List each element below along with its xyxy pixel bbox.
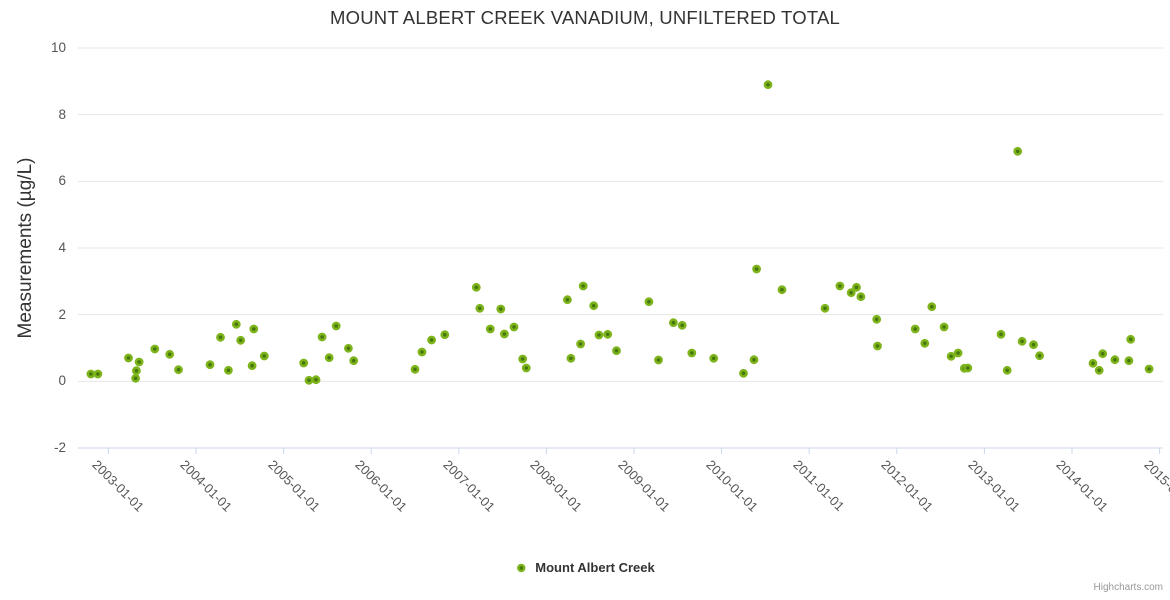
data-point[interactable] <box>249 324 259 334</box>
data-point[interactable] <box>1017 336 1027 346</box>
data-point[interactable] <box>777 285 787 295</box>
data-point[interactable] <box>410 364 420 374</box>
data-point[interactable] <box>124 353 133 363</box>
data-point[interactable] <box>677 320 687 330</box>
data-point[interactable] <box>603 329 613 339</box>
data-point[interactable] <box>654 355 663 365</box>
data-point[interactable] <box>131 373 140 383</box>
data-point[interactable] <box>594 330 604 340</box>
data-point[interactable] <box>763 80 773 90</box>
y-axis-tick-label: 0 <box>58 373 66 389</box>
data-point[interactable] <box>953 348 963 358</box>
legend-item[interactable]: Mount Albert Creek <box>515 560 655 575</box>
data-point[interactable] <box>521 363 531 373</box>
data-point[interactable] <box>820 303 830 313</box>
data-point[interactable] <box>216 332 225 342</box>
data-point[interactable] <box>612 346 621 356</box>
data-point[interactable] <box>299 358 309 368</box>
data-point[interactable] <box>996 329 1006 339</box>
y-axis-tick-label: 10 <box>50 40 66 55</box>
data-point[interactable] <box>709 353 719 363</box>
data-point[interactable] <box>566 353 576 363</box>
data-point[interactable] <box>1035 351 1044 361</box>
data-point[interactable] <box>417 347 427 357</box>
data-point[interactable] <box>1126 334 1136 344</box>
data-point[interactable] <box>856 292 866 302</box>
data-point[interactable] <box>471 282 481 292</box>
data-point[interactable] <box>236 335 246 345</box>
data-point[interactable] <box>1013 146 1023 156</box>
data-point[interactable] <box>563 295 572 305</box>
data-point[interactable] <box>496 304 506 314</box>
data-point[interactable] <box>205 360 215 370</box>
data-point[interactable] <box>576 339 585 349</box>
chart-title: MOUNT ALBERT CREEK VANADIUM, UNFILTERED … <box>330 7 840 28</box>
data-point[interactable] <box>86 369 96 379</box>
data-point[interactable] <box>946 351 956 361</box>
data-point[interactable] <box>963 363 973 373</box>
data-point[interactable] <box>669 318 678 328</box>
data-point[interactable] <box>349 356 359 366</box>
data-point[interactable] <box>485 324 495 334</box>
data-point[interactable] <box>920 338 930 348</box>
data-point[interactable] <box>1098 349 1108 359</box>
data-point[interactable] <box>927 302 937 312</box>
highcharts-credits-link[interactable]: Highcharts.com <box>1093 582 1163 593</box>
data-point[interactable] <box>324 353 334 363</box>
data-point[interactable] <box>427 335 436 345</box>
data-point[interactable] <box>150 344 160 354</box>
data-point[interactable] <box>1110 355 1120 365</box>
data-point[interactable] <box>752 264 761 274</box>
data-point[interactable] <box>343 343 353 353</box>
data-point[interactable] <box>247 361 257 371</box>
y-axis-tick-label: -2 <box>53 440 66 455</box>
data-point[interactable] <box>852 282 861 292</box>
data-point[interactable] <box>835 281 845 291</box>
data-point[interactable] <box>589 301 599 311</box>
data-point[interactable] <box>475 303 485 313</box>
data-point[interactable] <box>910 324 920 334</box>
data-point[interactable] <box>1002 365 1012 375</box>
data-point[interactable] <box>93 369 103 379</box>
data-point[interactable] <box>1094 365 1104 375</box>
y-axis-tick-label: 8 <box>58 106 66 122</box>
data-point[interactable] <box>231 319 241 329</box>
data-point[interactable] <box>1088 358 1098 368</box>
data-point[interactable] <box>749 355 759 365</box>
data-point[interactable] <box>317 332 327 342</box>
y-axis-tick-label: 2 <box>58 306 66 322</box>
data-point[interactable] <box>644 297 654 307</box>
data-point[interactable] <box>509 322 519 332</box>
data-point[interactable] <box>1144 364 1154 374</box>
data-point[interactable] <box>687 348 697 358</box>
data-point[interactable] <box>846 288 856 298</box>
data-point[interactable] <box>165 349 175 359</box>
data-point[interactable] <box>499 329 509 339</box>
data-point[interactable] <box>259 351 269 361</box>
data-point[interactable] <box>872 314 882 324</box>
data-point[interactable] <box>518 354 528 364</box>
data-point[interactable] <box>304 375 314 385</box>
data-point[interactable] <box>578 281 588 291</box>
data-point[interactable] <box>331 321 341 331</box>
data-point[interactable] <box>440 330 450 340</box>
data-point[interactable] <box>223 365 233 375</box>
legend-series-label: Mount Albert Creek <box>535 560 655 575</box>
data-point[interactable] <box>174 365 183 375</box>
data-point[interactable] <box>873 341 882 351</box>
data-point[interactable] <box>1124 356 1134 366</box>
data-point[interactable] <box>131 366 141 376</box>
data-point[interactable] <box>1029 340 1038 350</box>
data-point[interactable] <box>739 368 748 378</box>
y-axis-tick-label: 6 <box>58 173 66 189</box>
y-axis-tick-label: 4 <box>58 240 66 255</box>
data-point[interactable] <box>311 375 321 385</box>
legend-marker-icon <box>517 563 526 572</box>
data-point[interactable] <box>134 357 144 367</box>
data-point[interactable] <box>939 322 949 332</box>
